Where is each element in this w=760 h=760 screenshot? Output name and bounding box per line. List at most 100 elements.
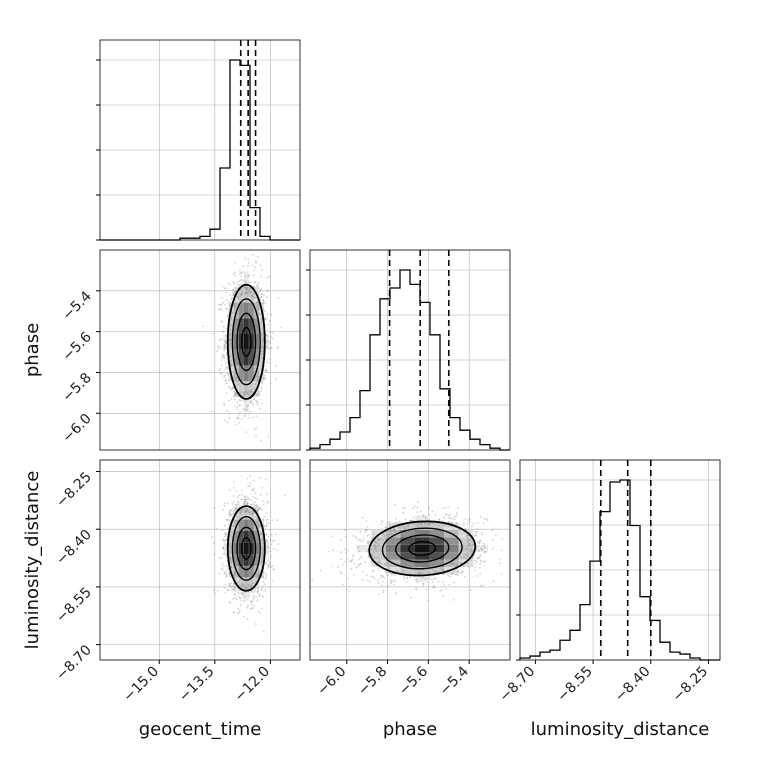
sample-point — [263, 583, 266, 585]
sample-point — [393, 529, 396, 531]
sample-point — [514, 535, 516, 537]
sample-point — [245, 587, 248, 589]
sample-point — [251, 253, 254, 256]
sample-point — [233, 572, 236, 575]
sample-point — [266, 539, 268, 542]
sample-point — [256, 505, 259, 508]
sample-point — [277, 543, 280, 546]
sample-point — [228, 334, 231, 337]
sample-point — [248, 509, 251, 512]
density-cell-0 — [233, 333, 239, 350]
sample-point — [264, 318, 267, 321]
sample-point — [222, 508, 225, 511]
sample-point — [241, 498, 244, 501]
sample-point — [240, 283, 243, 286]
ytick-label-luminosity_distance-0: −8.70 — [53, 642, 95, 684]
density-cell-2 — [414, 522, 430, 530]
sample-point — [431, 510, 434, 513]
sample-point — [254, 579, 257, 582]
density-cell-0 — [253, 349, 260, 366]
sample-point — [229, 362, 232, 365]
sample-point — [219, 372, 222, 375]
sample-point — [274, 533, 277, 536]
sample-point — [388, 520, 391, 523]
sample-point — [269, 382, 272, 385]
sample-point — [484, 561, 486, 563]
sample-point — [229, 333, 232, 335]
sample-point — [261, 381, 264, 384]
sample-point — [424, 523, 427, 525]
axes-frame-pair-0 — [99, 249, 301, 451]
sample-point — [243, 280, 245, 283]
density-cell-2 — [400, 552, 415, 560]
density-cell-2 — [458, 537, 474, 545]
sample-point — [370, 575, 373, 578]
sample-point — [232, 574, 235, 577]
sample-point — [470, 550, 473, 552]
sample-point — [394, 521, 397, 524]
sample-point — [246, 606, 249, 609]
sample-point — [256, 521, 259, 524]
sample-point — [240, 508, 243, 511]
sample-point — [247, 264, 249, 267]
sample-point — [436, 570, 439, 573]
sample-point — [476, 557, 479, 560]
sample-point — [228, 339, 231, 342]
density-cell-1 — [243, 531, 249, 543]
sample-point — [432, 568, 435, 571]
sample-point — [346, 588, 349, 591]
xtick-label-phase-2: −5.6 — [396, 663, 431, 698]
sample-point — [241, 508, 244, 511]
sample-point — [242, 509, 245, 512]
axes-frame-diag-luminosity_distance — [519, 459, 721, 661]
sample-point — [237, 503, 240, 506]
sample-point — [223, 504, 226, 507]
sample-point — [231, 566, 234, 569]
sample-point — [257, 589, 260, 592]
sample-point — [475, 534, 478, 537]
sample-point — [253, 582, 256, 584]
sample-point — [427, 572, 430, 574]
sample-point — [244, 257, 246, 260]
sample-point — [223, 571, 226, 574]
sample-point — [383, 535, 386, 538]
sample-point — [465, 534, 468, 537]
sample-point — [408, 572, 411, 575]
sample-point — [479, 556, 482, 558]
sample-point — [257, 610, 260, 613]
sample-point — [248, 289, 250, 292]
sample-point — [253, 397, 256, 400]
sample-point — [390, 533, 393, 535]
sample-point — [483, 517, 486, 520]
density-cell-0 — [233, 302, 239, 319]
sample-point — [262, 298, 265, 301]
sample-point — [474, 534, 477, 537]
sample-point — [474, 569, 476, 572]
sample-point — [248, 417, 251, 419]
sample-point — [377, 581, 380, 584]
sample-point — [223, 402, 226, 405]
sample-point — [382, 589, 385, 592]
sample-point — [419, 522, 422, 525]
sample-point — [380, 520, 383, 522]
sample-point — [259, 290, 262, 293]
sample-point — [250, 391, 253, 393]
sample-point — [256, 380, 259, 383]
sample-point — [247, 281, 250, 283]
sample-point — [451, 573, 454, 576]
sample-point — [244, 508, 247, 511]
sample-point — [442, 507, 445, 510]
sample-point — [261, 552, 264, 555]
sample-point — [242, 615, 245, 618]
sample-point — [437, 524, 440, 527]
sample-point — [241, 291, 244, 294]
sample-point — [271, 519, 274, 522]
sample-point — [403, 507, 406, 510]
sample-point — [238, 280, 240, 282]
sample-point — [244, 390, 247, 393]
sample-point — [268, 275, 271, 278]
sample-point — [373, 543, 376, 546]
sample-point — [262, 630, 265, 633]
sample-point — [359, 530, 362, 533]
sample-point — [427, 523, 429, 526]
